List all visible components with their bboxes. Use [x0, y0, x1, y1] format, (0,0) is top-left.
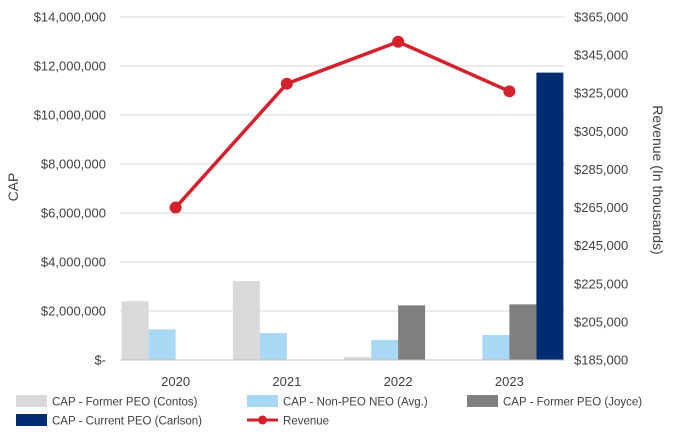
legend-swatch — [258, 415, 267, 425]
bar — [509, 304, 537, 360]
y-tick-label-right: $225,000 — [574, 276, 628, 291]
bars-layer — [121, 72, 564, 361]
revenue-point — [280, 77, 293, 90]
legend-label: CAP - Former PEO (Joyce) — [503, 397, 642, 409]
y-tick-label-right: $305,000 — [574, 124, 628, 139]
bar — [371, 339, 399, 360]
y-tick-label-left: $2,000,000 — [41, 304, 106, 319]
y-tick-label-right: $365,000 — [574, 10, 628, 25]
y-tick-label-right: $205,000 — [574, 314, 628, 329]
axis-layer: $- $2,000,000 $4,000,000 $6,000,000 $8,000,0… — [34, 10, 629, 390]
bar — [482, 335, 510, 360]
y-tick-label-left: $12,000,000 — [34, 59, 106, 74]
legend-label: CAP - Current PEO (Carlson) — [52, 416, 202, 428]
x-tick-label: 2023 — [495, 374, 524, 389]
x-tick-label: 2022 — [384, 374, 413, 389]
y-tick-label-left: $- — [94, 353, 106, 368]
legend-label: CAP - Non-PEO NEO (Avg.) — [283, 397, 428, 409]
x-tick-label: 2020 — [161, 374, 190, 389]
y-tick-label-left: $14,000,000 — [34, 10, 106, 25]
legend-label: Revenue — [283, 416, 329, 428]
y-axis-title-right: Revenue (In thousands) — [650, 105, 666, 254]
y-tick-label-left: $4,000,000 — [41, 255, 106, 270]
bar — [232, 281, 260, 360]
revenue-point — [169, 201, 182, 214]
bar — [536, 72, 564, 361]
y-tick-label-right: $245,000 — [574, 238, 628, 253]
y-tick-label-left: $8,000,000 — [41, 157, 106, 172]
grid-layer — [120, 16, 565, 312]
x-tick-label: 2021 — [272, 374, 301, 389]
y-tick-label-left: $6,000,000 — [41, 206, 106, 221]
revenue-point — [503, 85, 516, 98]
y-tick-label-right: $345,000 — [574, 48, 628, 63]
y-tick-label-right: $325,000 — [574, 86, 628, 101]
legend-swatch — [247, 395, 278, 407]
bar — [398, 305, 426, 360]
line-layer — [169, 35, 516, 214]
bar — [259, 333, 287, 360]
legend-swatch — [16, 395, 47, 407]
revenue-line — [174, 40, 511, 209]
y-tick-label-left: $10,000,000 — [34, 108, 106, 123]
legend-swatch — [467, 395, 498, 407]
y-tick-label-right: $285,000 — [574, 162, 628, 177]
revenue-point — [392, 35, 405, 48]
legend: CAP - Former PEO (Contos) CAP - Non-PEO N… — [16, 395, 642, 428]
bar — [344, 357, 372, 360]
y-tick-label-right: $185,000 — [574, 353, 628, 368]
y-tick-label-right: $265,000 — [574, 200, 628, 215]
legend-swatch — [16, 414, 47, 426]
y-axis-title-left: CAP — [5, 173, 21, 202]
bar — [121, 301, 149, 360]
legend-label: CAP - Former PEO (Contos) — [52, 397, 198, 409]
bar — [148, 329, 176, 360]
